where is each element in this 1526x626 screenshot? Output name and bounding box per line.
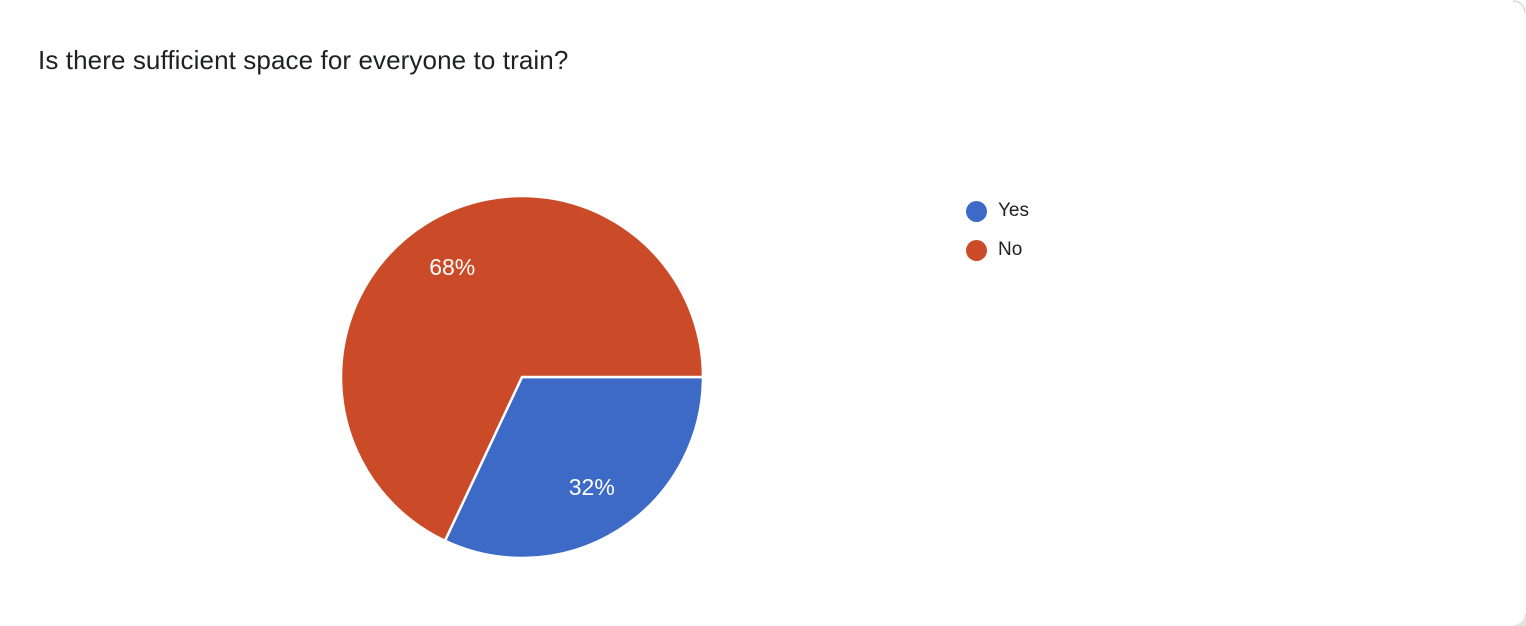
pie-slice-yes[interactable] xyxy=(443,375,703,558)
chart-legend: Yes No xyxy=(966,199,1029,277)
legend-dot-yes-icon xyxy=(966,200,987,222)
pie-slice-no[interactable] xyxy=(341,196,703,543)
legend-item-yes: Yes xyxy=(966,199,1029,223)
card-corner-top-right xyxy=(1513,0,1526,13)
question-title: Is there sufficient space for everyone t… xyxy=(38,45,569,75)
card-corner-bottom-right xyxy=(1514,614,1526,626)
legend-label-no: No xyxy=(998,239,1023,260)
legend-item-no: No xyxy=(966,238,1029,262)
pie-slice-label-no: 68% xyxy=(429,254,475,280)
legend-label-yes: Yes xyxy=(998,200,1029,221)
legend-dot-no-icon xyxy=(966,239,987,261)
pie-chart: 32% 68% xyxy=(341,196,703,558)
pie-slice-label-yes: 32% xyxy=(569,474,615,500)
